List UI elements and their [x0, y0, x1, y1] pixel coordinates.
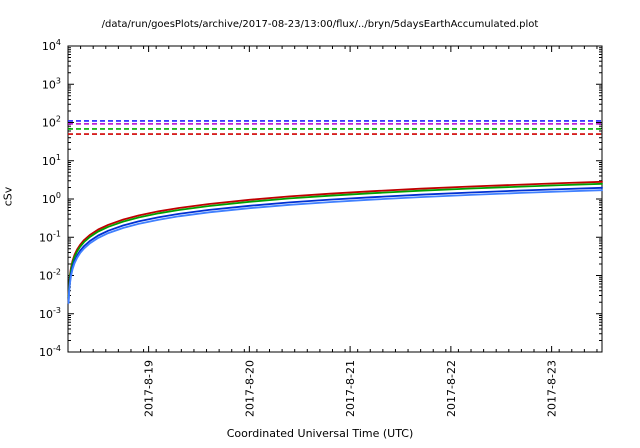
svg-text:100: 100	[42, 191, 61, 206]
svg-text:10-1: 10-1	[39, 229, 61, 244]
svg-text:104: 104	[42, 38, 61, 53]
svg-text:101: 101	[42, 153, 61, 168]
svg-text:102: 102	[42, 115, 61, 130]
svg-text:2017-8-23: 2017-8-23	[546, 360, 559, 417]
svg-text:2017-8-22: 2017-8-22	[445, 360, 458, 417]
svg-text:10-2: 10-2	[39, 268, 61, 283]
svg-text:10-3: 10-3	[39, 306, 61, 321]
svg-text:2017-8-20: 2017-8-20	[243, 360, 256, 417]
svg-text:103: 103	[42, 76, 61, 91]
svg-text:10-4: 10-4	[39, 344, 61, 359]
chart-title: /data/run/goesPlots/archive/2017-08-23/1…	[101, 19, 539, 30]
svg-text:2017-8-21: 2017-8-21	[344, 360, 357, 417]
svg-text:2017-8-19: 2017-8-19	[143, 360, 156, 417]
x-axis-label: Coordinated Universal Time (UTC)	[226, 427, 414, 440]
